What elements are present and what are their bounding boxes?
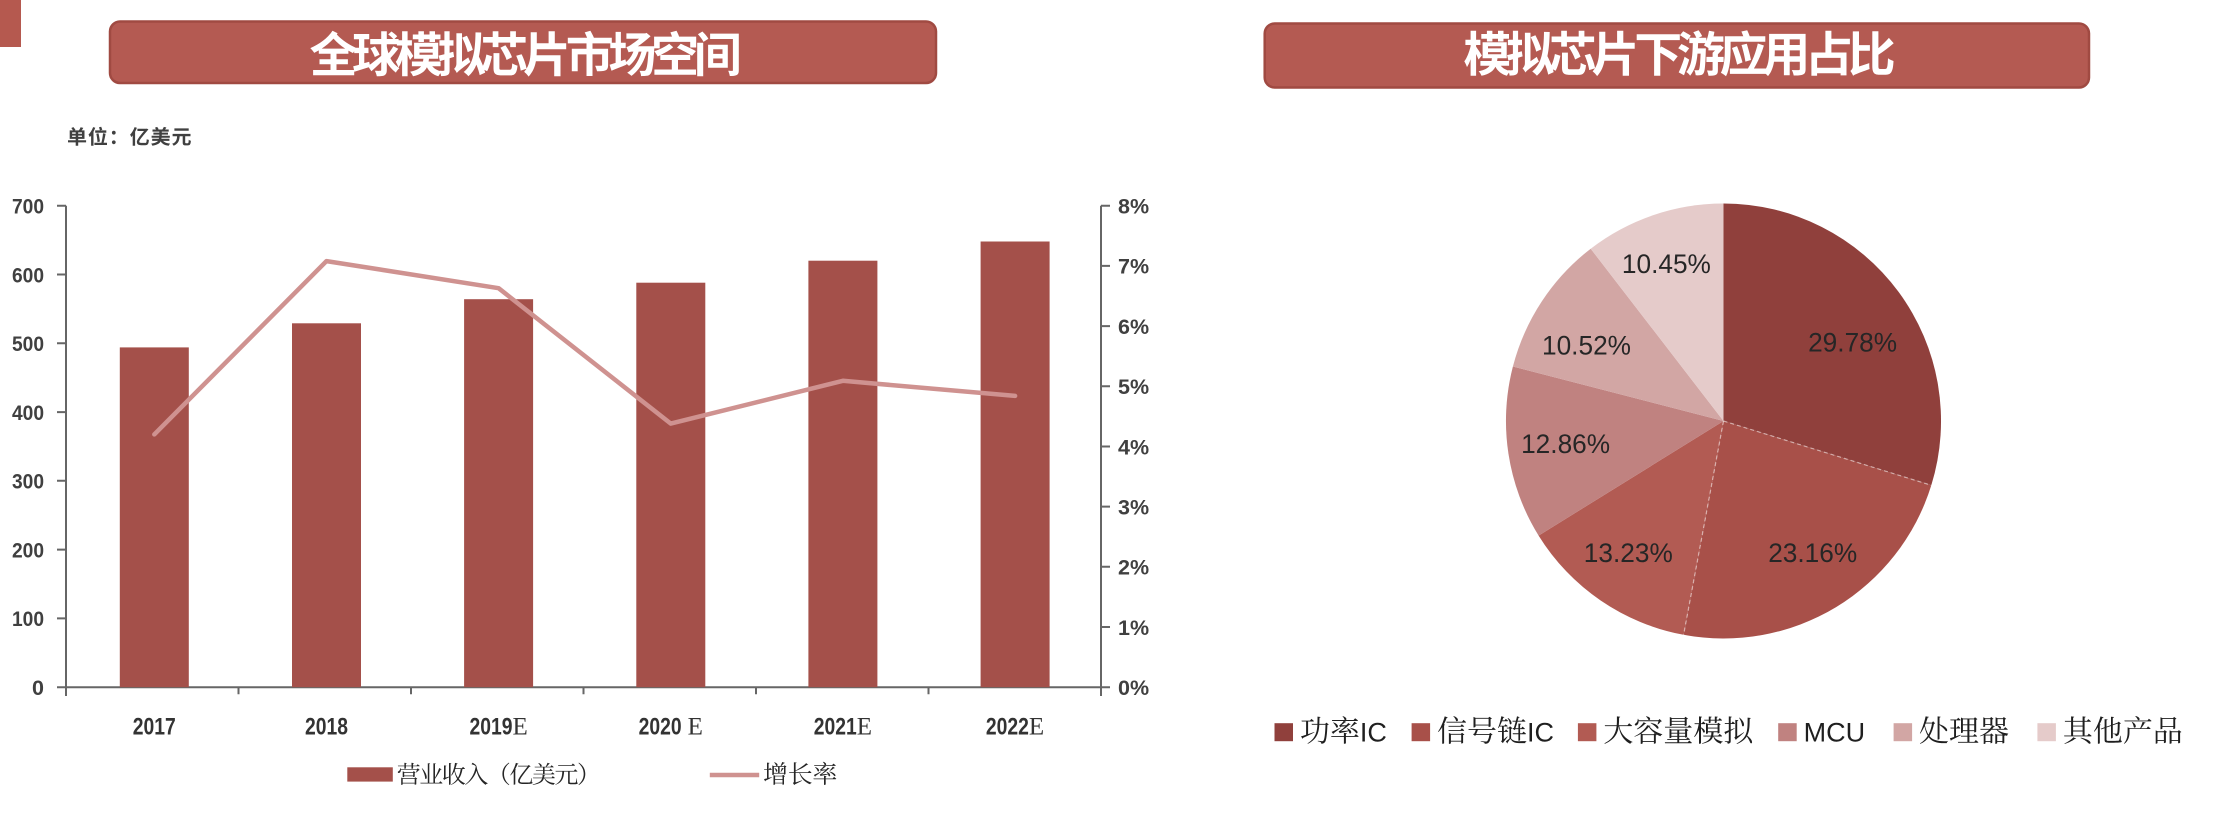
svg-text:10.45%: 10.45% — [1622, 249, 1711, 279]
svg-text:IC: IC — [1527, 718, 1554, 748]
svg-text:2018: 2018 — [305, 714, 348, 741]
svg-text:8%: 8% — [1118, 195, 1149, 219]
svg-text:29.78%: 29.78% — [1808, 328, 1897, 358]
svg-text:E: E — [688, 714, 703, 741]
svg-text:1%: 1% — [1118, 616, 1149, 640]
svg-text:MCU: MCU — [1804, 718, 1866, 748]
svg-text:3%: 3% — [1118, 495, 1149, 519]
svg-text:23.16%: 23.16% — [1768, 538, 1857, 568]
svg-text:200: 200 — [12, 538, 44, 562]
svg-text:700: 700 — [12, 195, 44, 219]
svg-text:0: 0 — [32, 676, 44, 700]
svg-text:E: E — [1029, 714, 1044, 741]
svg-text:400: 400 — [12, 401, 44, 425]
svg-text:100: 100 — [12, 607, 44, 631]
svg-text:10.52%: 10.52% — [1542, 331, 1631, 361]
svg-text:13.23%: 13.23% — [1584, 538, 1673, 568]
svg-text:E: E — [513, 714, 528, 741]
svg-text:5%: 5% — [1118, 375, 1149, 399]
svg-text:7%: 7% — [1118, 255, 1149, 279]
svg-text:6%: 6% — [1118, 315, 1149, 339]
svg-text:IC: IC — [1360, 718, 1387, 748]
svg-text:0%: 0% — [1118, 676, 1149, 700]
svg-text:600: 600 — [12, 263, 44, 287]
svg-text:2020: 2020 — [639, 714, 682, 741]
svg-text:2021: 2021 — [814, 714, 857, 741]
svg-text:2%: 2% — [1118, 556, 1149, 580]
svg-text:12.86%: 12.86% — [1521, 429, 1610, 459]
svg-text:2017: 2017 — [133, 714, 176, 741]
svg-text:4%: 4% — [1118, 435, 1149, 459]
svg-text:500: 500 — [12, 332, 44, 356]
svg-text:300: 300 — [12, 470, 44, 494]
svg-text:E: E — [857, 714, 872, 741]
svg-text:2022: 2022 — [986, 714, 1029, 741]
svg-text:2019: 2019 — [470, 714, 513, 741]
